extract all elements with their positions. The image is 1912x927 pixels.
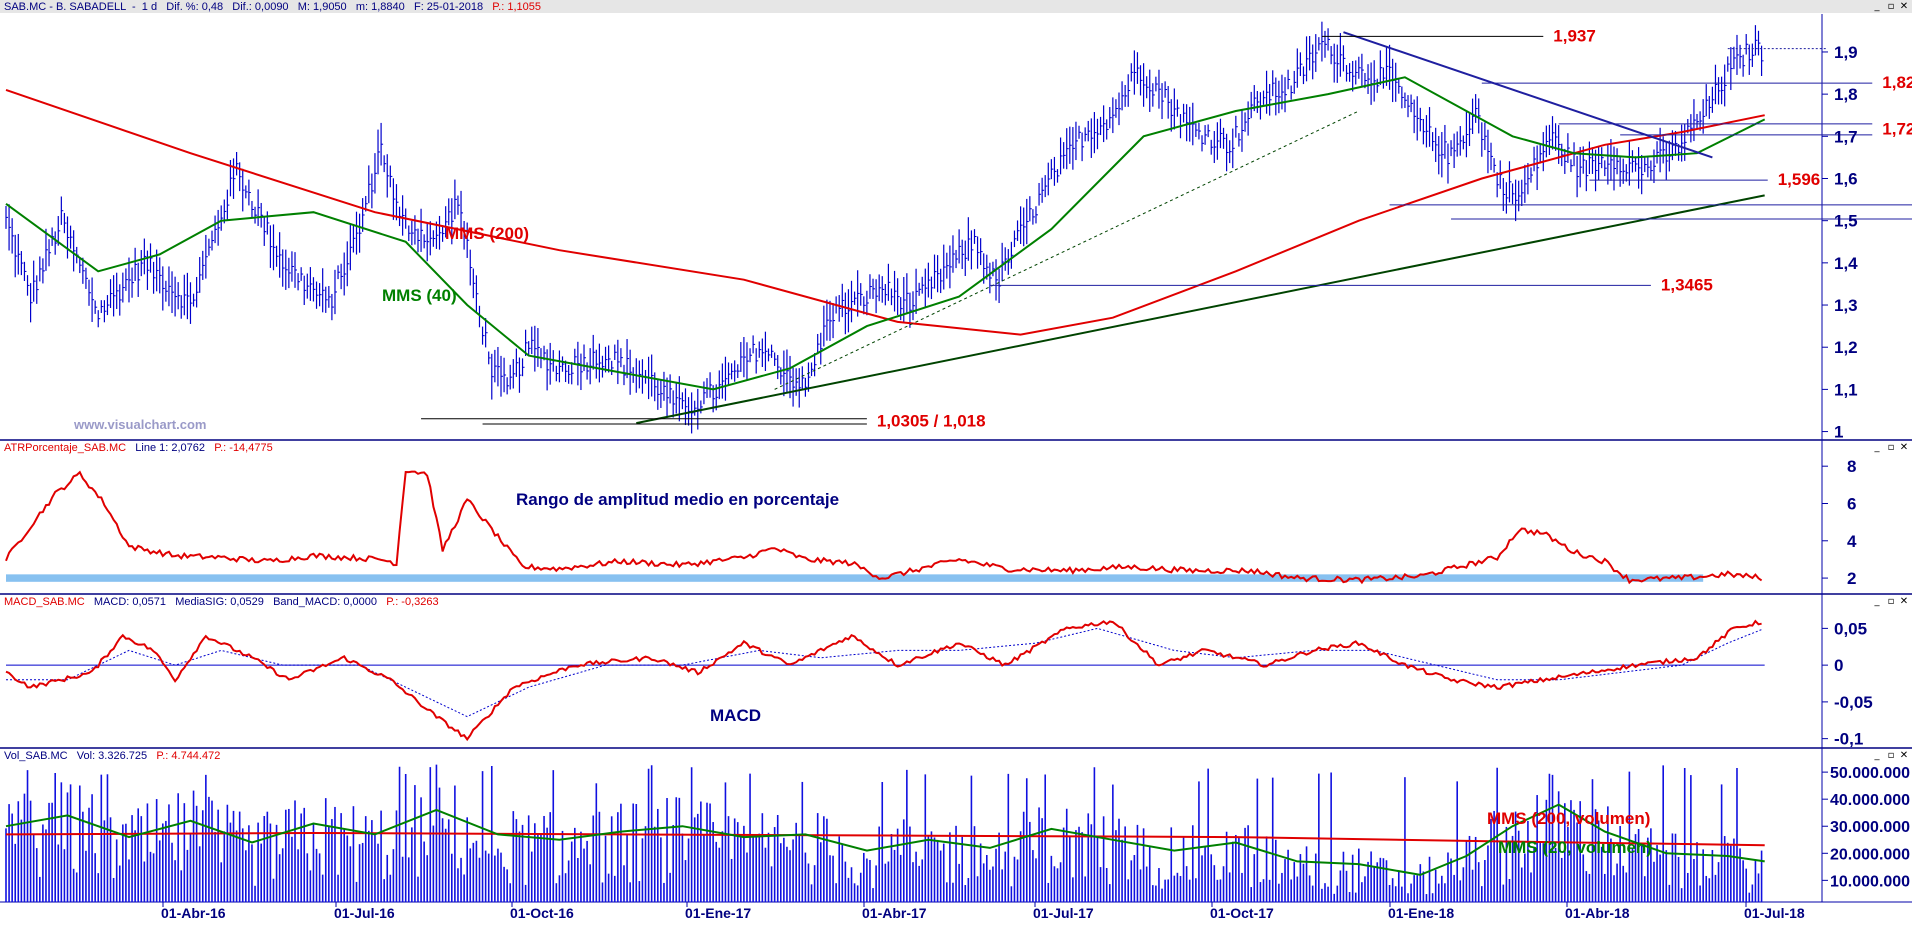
- x-tick-label: 01-Abr-17: [862, 905, 927, 921]
- header-dif-pct: Dif. %: 0,48: [166, 1, 224, 13]
- atr-y-tick-label: 6: [1847, 494, 1856, 513]
- atr-y-tick-label: 8: [1847, 457, 1856, 476]
- macd-signal-line: [6, 627, 1762, 718]
- macd-panel-header: MACD_SAB.MC MACD: 0,0571 MediaSIG: 0,052…: [4, 596, 439, 608]
- x-tick-label: 01-Abr-18: [1565, 905, 1630, 921]
- header-p: P.: 1,1055: [492, 1, 541, 13]
- vol-mms200-legend: MMS (200, volumen): [1487, 809, 1650, 828]
- vol-y-tick-label: 50.000.000: [1830, 765, 1910, 782]
- price-y-tick-label: 1,1: [1834, 380, 1858, 399]
- vol-header-vol: Vol: 3.326.725: [76, 750, 148, 762]
- close-icon[interactable]: ✕: [1899, 596, 1909, 607]
- level-label: 1,596: [1778, 170, 1821, 189]
- header-dif: Dif.: 0,0090: [232, 1, 289, 13]
- price-y-tick-label: 1,6: [1834, 169, 1858, 188]
- price-y-tick-label: 1,3: [1834, 296, 1858, 315]
- macd-title: MACD: [710, 706, 761, 725]
- x-tick-label: 01-Oct-16: [510, 905, 574, 921]
- vol-y-tick-label: 30.000.000: [1830, 819, 1910, 836]
- atr-y-tick-label: 4: [1847, 532, 1857, 551]
- trendline: [1343, 31, 1713, 159]
- macd-y-tick-label: -0,05: [1834, 693, 1873, 712]
- price-y-tick-label: 1,8: [1834, 85, 1858, 104]
- atr-band: [6, 574, 1704, 582]
- level-label: 1,3465: [1661, 275, 1713, 294]
- vol-mms200-line: [5, 831, 1765, 847]
- price-y-tick-label: 1,7: [1834, 127, 1858, 146]
- price-y-tick-label: 1,2: [1834, 338, 1858, 357]
- header-timeframe: 1 d: [141, 1, 158, 13]
- header-date: F: 25-01-2018: [413, 1, 484, 13]
- x-tick-label: 01-Abr-16: [161, 905, 226, 921]
- macd-header-macd: MACD: 0,0571: [93, 596, 167, 608]
- maximize-icon[interactable]: ▫: [1887, 596, 1895, 607]
- level-label: 1,826: [1882, 73, 1912, 92]
- vol-mms20-line: [5, 803, 1765, 876]
- level-label: 1,937: [1553, 26, 1596, 45]
- macd-line: [5, 619, 1762, 742]
- maximize-icon[interactable]: ▫: [1887, 750, 1895, 761]
- header-max: M: 1,9050: [297, 1, 347, 13]
- price-y-tick-label: 1,9: [1834, 43, 1858, 62]
- maximize-icon[interactable]: ▫: [1887, 442, 1895, 453]
- minimize-icon[interactable]: _: [1874, 1, 1880, 12]
- price-header-bar: [0, 0, 1912, 13]
- header-min: m: 1,8840: [355, 1, 405, 13]
- vol-header-name: Vol_SAB.MC: [4, 750, 68, 762]
- price-y-tick-label: 1: [1834, 423, 1843, 442]
- atr-title: Rango de amplitud medio en porcentaje: [516, 490, 839, 509]
- macd-header-name: MACD_SAB.MC: [4, 596, 85, 608]
- atr-header-name: ATRPorcentaje_SAB.MC: [4, 442, 127, 454]
- vol-header-p: P.: 4.744.472: [156, 750, 221, 762]
- vol-y-tick-label: 20.000.000: [1830, 846, 1910, 863]
- macd-y-tick-label: -0,1: [1834, 730, 1863, 749]
- mms40-annotation: MMS (40): [382, 286, 457, 305]
- mms40-line: [5, 76, 1766, 391]
- minimize-icon[interactable]: _: [1874, 750, 1880, 761]
- atr-y-tick-label: 2: [1847, 569, 1856, 588]
- atr-line: [5, 470, 1763, 585]
- x-tick-label: 01-Jul-17: [1033, 905, 1094, 921]
- macd-y-tick-label: 0: [1834, 656, 1843, 675]
- mms200-line: [5, 88, 1765, 336]
- x-tick-label: 01-Jul-16: [334, 905, 395, 921]
- trendline: [636, 194, 1765, 425]
- vol-y-tick-label: 10.000.000: [1830, 873, 1910, 890]
- vol-y-tick-label: 40.000.000: [1830, 792, 1910, 809]
- atr-header-p: P.: -14,4775: [214, 442, 273, 454]
- vol-mms20-legend: MMS (20, volumen): [1498, 838, 1652, 857]
- atr-header-line: Line 1: 2,0762: [135, 442, 205, 454]
- x-tick-label: 01-Ene-17: [685, 905, 751, 921]
- volume-bars: [5, 764, 1763, 902]
- atr-panel-header: ATRPorcentaje_SAB.MC Line 1: 2,0762 P.: …: [4, 442, 273, 454]
- close-icon[interactable]: ✕: [1899, 442, 1909, 453]
- mms200-annotation: MMS (200): [445, 224, 529, 243]
- x-tick-label: 01-Ene-18: [1388, 905, 1454, 921]
- watermark-text: www.visualchart.com: [73, 417, 206, 432]
- maximize-icon[interactable]: ▫: [1887, 1, 1895, 12]
- x-tick-label: 01-Oct-17: [1210, 905, 1274, 921]
- macd-header-band: Band_MACD: 0,0000: [273, 596, 378, 608]
- price-y-tick-label: 1,5: [1834, 212, 1858, 231]
- x-tick-label: 01-Jul-18: [1744, 905, 1805, 921]
- level-label: 1,7295 / 1,7035: [1882, 119, 1912, 138]
- macd-header-p: P.: -0,3263: [386, 596, 439, 608]
- price-panel-header: SAB.MC - B. SABADELL - 1 d Dif. %: 0,48 …: [4, 1, 541, 13]
- minimize-icon[interactable]: _: [1874, 596, 1880, 607]
- macd-header-sig: MediaSIG: 0,0529: [175, 596, 264, 608]
- macd-y-tick-label: 0,05: [1834, 619, 1867, 638]
- close-icon[interactable]: ✕: [1899, 750, 1909, 761]
- minimize-icon[interactable]: _: [1874, 442, 1880, 453]
- level-label: 1,0305 / 1,018: [877, 411, 986, 430]
- close-icon[interactable]: ✕: [1899, 1, 1909, 12]
- header-symbol: SAB.MC - B. SABADELL: [4, 1, 126, 13]
- atr-header-bar: [0, 441, 1912, 454]
- vol-panel-header: Vol_SAB.MC Vol: 3.326.725 P.: 4.744.472: [4, 750, 220, 762]
- price-y-tick-label: 1,4: [1834, 254, 1858, 273]
